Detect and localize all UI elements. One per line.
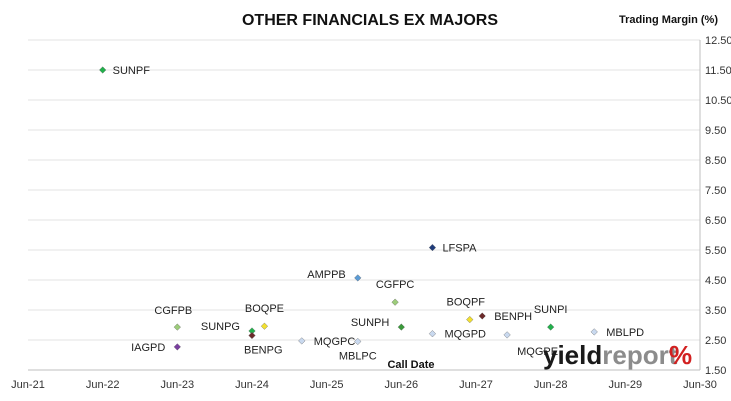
point-marker-amppb — [354, 274, 362, 282]
point-label-benph: BENPH — [494, 311, 532, 323]
point-label-amppb: AMPPB — [307, 269, 346, 281]
x-axis-ticks: Jun-21 Jun-22 Jun-23 Jun-24 Jun-25 Jun-26 Jun-… — [11, 379, 717, 391]
point-label-cgfpb: CGFPB — [154, 305, 192, 317]
y-tick-label: 2.50 — [705, 335, 726, 347]
point-marker-cgfpb — [173, 323, 181, 331]
point-marker-benpg — [248, 331, 256, 340]
point-marker-sunph — [397, 323, 405, 331]
logo-part-report: report — [602, 340, 677, 370]
y-tick-label: 6.50 — [705, 215, 726, 227]
y-tick-label: 1.50 — [705, 365, 726, 377]
x-tick-label: Jun-28 — [534, 379, 568, 391]
point-label-iagpd: IAGPD — [131, 342, 165, 354]
y-tick-label: 10.50 — [705, 95, 731, 107]
point-label-boqpf: BOQPF — [447, 297, 486, 309]
point-label-mqgpd: MQGPD — [444, 329, 486, 341]
y-axis-ticks: 12.50 11.50 10.50 9.50 8.50 7.50 6.50 5.50 4.50 3… — [705, 35, 731, 377]
point-marker-iagpd — [173, 343, 181, 351]
point-marker-mblpc — [354, 337, 362, 346]
x-tick-label: Jun-25 — [310, 379, 344, 391]
point-label-benpg: BENPG — [244, 345, 283, 357]
logo-part-percent: % — [669, 340, 692, 370]
x-axis-label: Call Date — [387, 359, 434, 371]
y-tick-label: 11.50 — [705, 65, 731, 77]
point-marker-mqgpd — [428, 330, 437, 338]
x-tick-label: Jun-29 — [609, 379, 643, 391]
point-marker-benph — [478, 312, 486, 320]
grid — [28, 39, 701, 371]
point-label-mqgpc: MQGPC — [314, 336, 356, 348]
y-tick-label: 7.50 — [705, 185, 726, 197]
point-marker-mqgpe — [503, 331, 511, 339]
point-label-sunpf: SUNPF — [113, 65, 151, 77]
point-label-sunpi: SUNPI — [534, 304, 568, 316]
point-marker-mqgpc — [298, 337, 306, 345]
data-points: SUNPF CGFPB IAGPD SUNPG BENPG BOQPE MQGPC AMPPB… — [99, 65, 644, 363]
x-tick-label: Jun-23 — [161, 379, 195, 391]
x-tick-label: Jun-30 — [683, 379, 717, 391]
y-tick-label: 8.50 — [705, 155, 726, 167]
point-label-mblpd: MBLPD — [606, 327, 644, 339]
yieldreport-logo: yieldreport % — [543, 340, 692, 370]
x-tick-label: Jun-24 — [235, 379, 269, 391]
point-marker-sunpf — [99, 66, 107, 74]
y-axis-label: Trading Margin (%) — [619, 14, 718, 26]
point-label-mblpc: MBLPC — [339, 351, 377, 363]
point-marker-boqpf — [466, 316, 474, 324]
y-tick-label: 4.50 — [705, 275, 726, 287]
point-marker-sunpi — [547, 323, 555, 331]
point-label-lfspa: LFSPA — [442, 243, 477, 255]
chart-title: OTHER FINANCIALS EX MAJORS — [242, 12, 498, 29]
x-tick-label: Jun-26 — [385, 379, 419, 391]
x-tick-label: Jun-21 — [11, 379, 45, 391]
point-marker-boqpe — [260, 322, 269, 330]
point-label-mqgpe: MQGPE — [517, 346, 558, 358]
point-marker-lfspa — [428, 244, 437, 252]
y-tick-label: 3.50 — [705, 305, 726, 317]
logo-part-yield: yield — [543, 340, 602, 370]
x-tick-label: Jun-27 — [459, 379, 493, 391]
y-tick-label: 9.50 — [705, 125, 726, 137]
point-marker-cgfpc — [391, 298, 399, 306]
y-tick-label: 5.50 — [705, 245, 726, 257]
point-marker-mblpd — [590, 328, 598, 336]
x-tick-label: Jun-22 — [86, 379, 120, 391]
y-tick-label: 12.50 — [705, 35, 731, 47]
point-label-cgfpc: CGFPC — [376, 279, 415, 291]
point-label-sunpg: SUNPG — [201, 321, 240, 333]
point-label-sunph: SUNPH — [351, 317, 390, 329]
point-label-boqpe: BOQPE — [245, 303, 284, 315]
svg-text:yieldreport: yieldreport — [543, 340, 678, 370]
